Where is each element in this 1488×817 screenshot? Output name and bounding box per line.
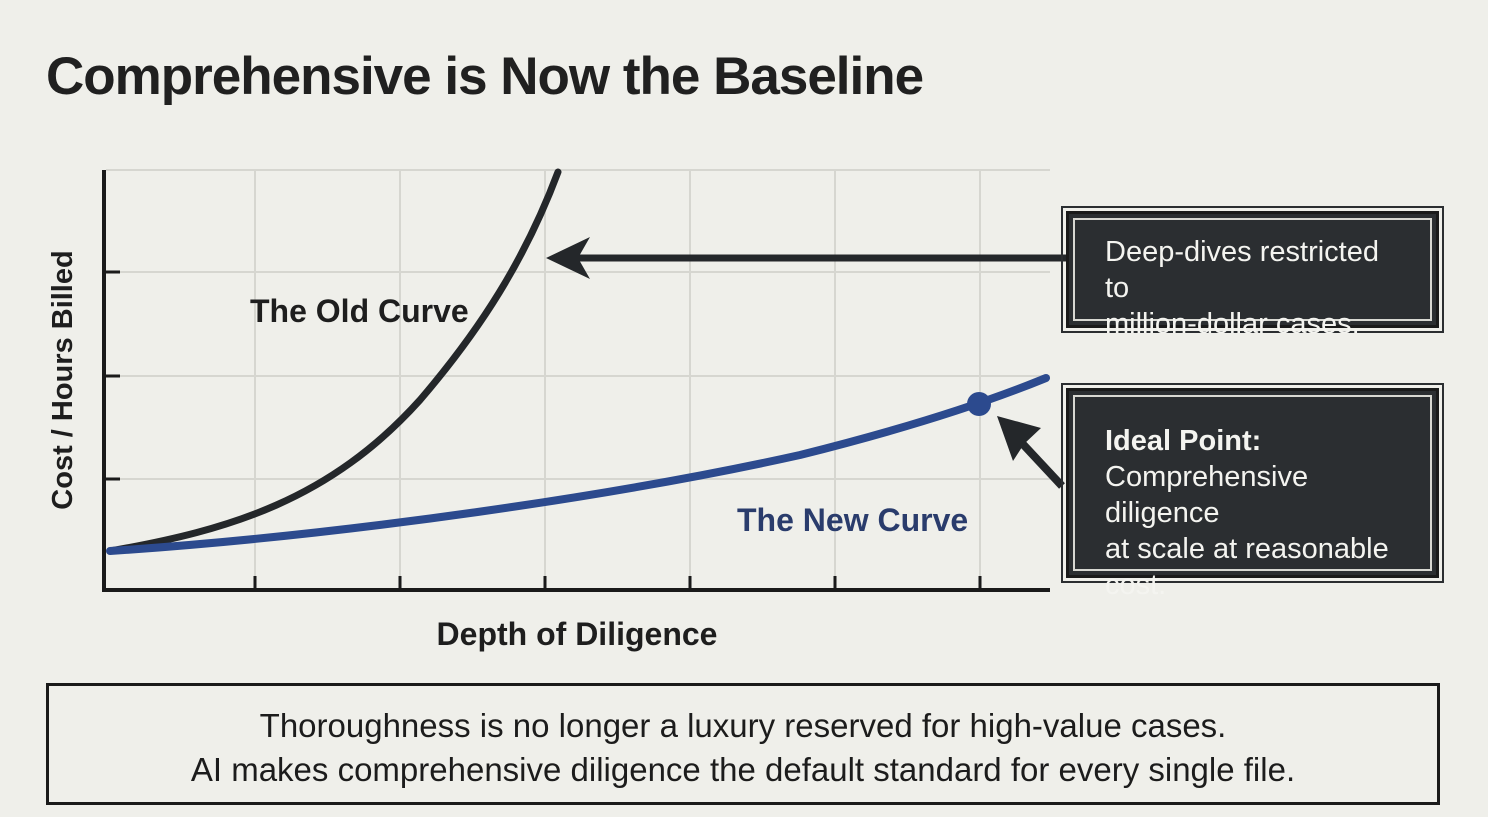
y-axis-label: Cost / Hours Billed bbox=[47, 250, 79, 509]
callout-ideal-line-3: cost. bbox=[1105, 569, 1167, 601]
arrowhead-icon bbox=[997, 416, 1041, 461]
callout-old-curve: Deep-dives restricted to million-dollar … bbox=[1061, 206, 1444, 340]
arrow-to-old-curve bbox=[546, 237, 1066, 279]
series-label-new-curve: The New Curve bbox=[737, 502, 968, 538]
series-line-old-curve bbox=[106, 168, 562, 555]
chart-grid bbox=[106, 169, 1050, 588]
arrow-to-ideal-point bbox=[997, 416, 1065, 489]
footer-line-2: AI makes comprehensive diligence the def… bbox=[190, 751, 1296, 788]
callout-old-line-1: Deep-dives restricted to bbox=[1105, 236, 1379, 304]
footer-line-1: Thoroughness is no longer a luxury reser… bbox=[259, 707, 1227, 744]
callout-ideal-heading: Ideal Point: bbox=[1105, 425, 1262, 457]
callout-old-line-2: million-dollar cases. bbox=[1105, 308, 1360, 340]
page-title: Comprehensive is Now the Baseline bbox=[46, 47, 924, 106]
series-line-new-curve bbox=[106, 374, 1050, 555]
ideal-point-marker bbox=[967, 392, 991, 416]
x-axis-label: Depth of Diligence bbox=[437, 616, 718, 652]
callout-ideal-line-2: at scale at reasonable bbox=[1105, 533, 1389, 565]
chart-axes bbox=[102, 170, 1050, 592]
series-label-old-curve: The Old Curve bbox=[250, 293, 469, 329]
footer-message-box: Thoroughness is no longer a luxury reser… bbox=[46, 683, 1440, 805]
callout-ideal-point: Ideal Point: Comprehensive diligence at … bbox=[1061, 383, 1444, 601]
callout-ideal-line-1: Comprehensive diligence bbox=[1105, 461, 1309, 529]
arrowhead-icon bbox=[546, 237, 590, 279]
axis-ticks bbox=[104, 270, 982, 590]
